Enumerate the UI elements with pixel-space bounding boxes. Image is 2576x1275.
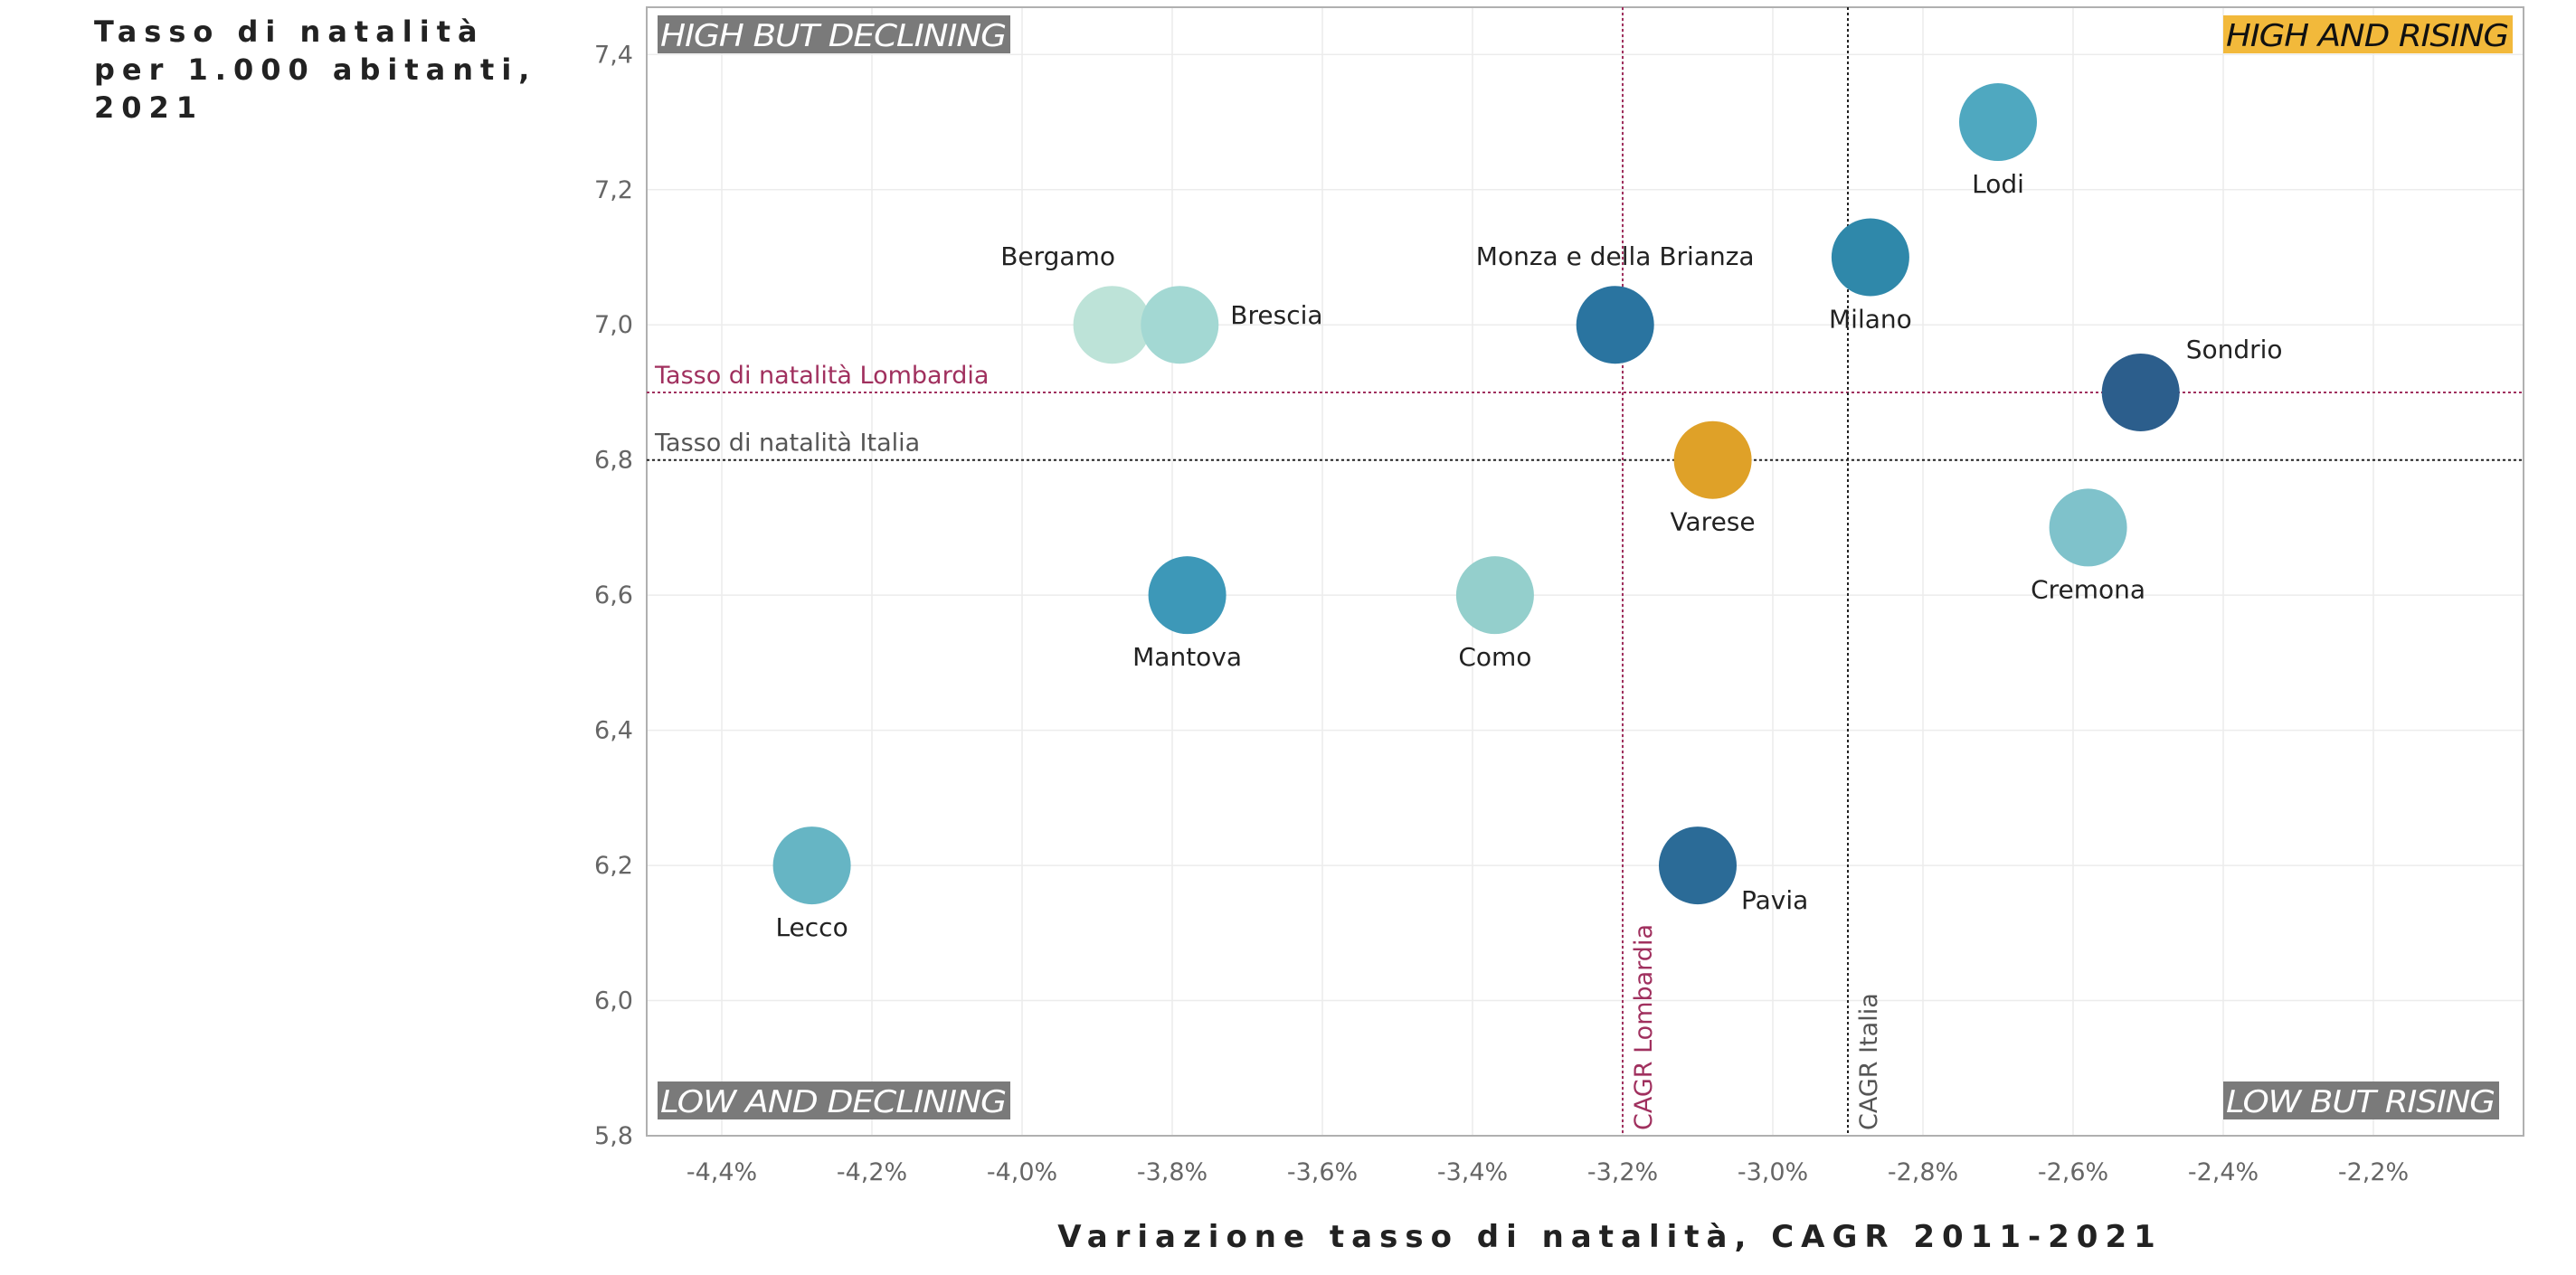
lombardia-cagr-label: CAGR Lombardia xyxy=(1630,924,1658,1130)
point-mantova xyxy=(1148,556,1226,635)
y-tick-label: 6,2 xyxy=(594,852,633,880)
italia-rate-label: Tasso di natalità Italia xyxy=(654,430,920,458)
x-tick-label: -2,2% xyxy=(2338,1158,2409,1186)
y-tick-label: 6,0 xyxy=(594,987,633,1015)
x-tick-label: -3,8% xyxy=(1137,1158,1208,1186)
point-label: Lodi xyxy=(1972,169,2024,199)
quadrant-low-and-declining-text: LOW AND DECLINING xyxy=(660,1084,1006,1120)
x-tick-label: -4,0% xyxy=(987,1158,1057,1186)
point-label: Mantova xyxy=(1132,642,1242,672)
quadrant-high-but-declining-text: HIGH BUT DECLINING xyxy=(660,18,1006,54)
point-label: Cremona xyxy=(2031,574,2145,604)
x-tick-label: -4,2% xyxy=(837,1158,907,1186)
x-tick-label: -3,2% xyxy=(1587,1158,1658,1186)
quadrant-low-but-rising-box xyxy=(2223,1081,2499,1119)
point-como xyxy=(1455,556,1534,635)
y-tick-label: 6,4 xyxy=(594,717,633,745)
point-label: Brescia xyxy=(1230,300,1322,330)
lombardia-rate-label: Tasso di natalità Lombardia xyxy=(654,362,989,390)
quadrant-high-but-declining-box xyxy=(658,15,1010,53)
y-tick-label: 5,8 xyxy=(594,1122,633,1150)
point-label: Monza e della Brianza xyxy=(1476,241,1755,271)
point-brescia xyxy=(1141,286,1219,364)
point-milano xyxy=(1831,218,1909,297)
quadrant-low-but-rising-text: LOW BUT RISING xyxy=(2226,1084,2495,1120)
point-label: Varese xyxy=(1671,507,1756,537)
point-lecco xyxy=(772,826,851,905)
point-monza-e-della-brianza xyxy=(1576,286,1654,364)
point-pavia xyxy=(1659,826,1737,905)
point-label: Lecco xyxy=(775,912,848,942)
point-label: Como xyxy=(1458,642,1531,672)
x-tick-label: -3,4% xyxy=(1437,1158,1508,1186)
point-sondrio xyxy=(2101,353,2180,431)
x-tick-label: -2,4% xyxy=(2188,1158,2259,1186)
y-tick-label: 6,8 xyxy=(594,447,633,475)
point-label: Sondrio xyxy=(2186,335,2283,364)
x-tick-label: -2,8% xyxy=(1888,1158,1958,1186)
point-lodi xyxy=(1959,83,2037,162)
y-axis-title: Tasso di natalità per 1.000 abitanti, 20… xyxy=(94,14,537,125)
quadrant-low-and-declining-box xyxy=(658,1081,1010,1119)
x-tick-label: -4,4% xyxy=(687,1158,757,1186)
x-axis-title: Variazione tasso di natalità, CAGR 2011-… xyxy=(1057,1219,2163,1255)
point-label: Bergamo xyxy=(1000,241,1115,271)
point-varese xyxy=(1673,420,1752,499)
point-cremona xyxy=(2049,488,2127,567)
x-tick-label: -3,0% xyxy=(1738,1158,1808,1186)
x-tick-label: -3,6% xyxy=(1287,1158,1358,1186)
quadrant-high-and-rising-box xyxy=(2223,15,2513,53)
y-tick-label: 6,6 xyxy=(594,581,633,609)
y-tick-label: 7,2 xyxy=(594,176,633,204)
y-tick-label: 7,4 xyxy=(594,41,633,69)
quadrant-high-and-rising-text: HIGH AND RISING xyxy=(2226,18,2508,54)
y-tick-label: 7,0 xyxy=(594,311,633,339)
plot-border xyxy=(646,6,2524,1137)
point-bergamo xyxy=(1073,286,1151,364)
point-label: Milano xyxy=(1829,305,1912,335)
italia-cagr-label: CAGR Italia xyxy=(1855,993,1883,1130)
x-tick-label: -2,6% xyxy=(2038,1158,2108,1186)
point-label: Pavia xyxy=(1741,885,1808,915)
